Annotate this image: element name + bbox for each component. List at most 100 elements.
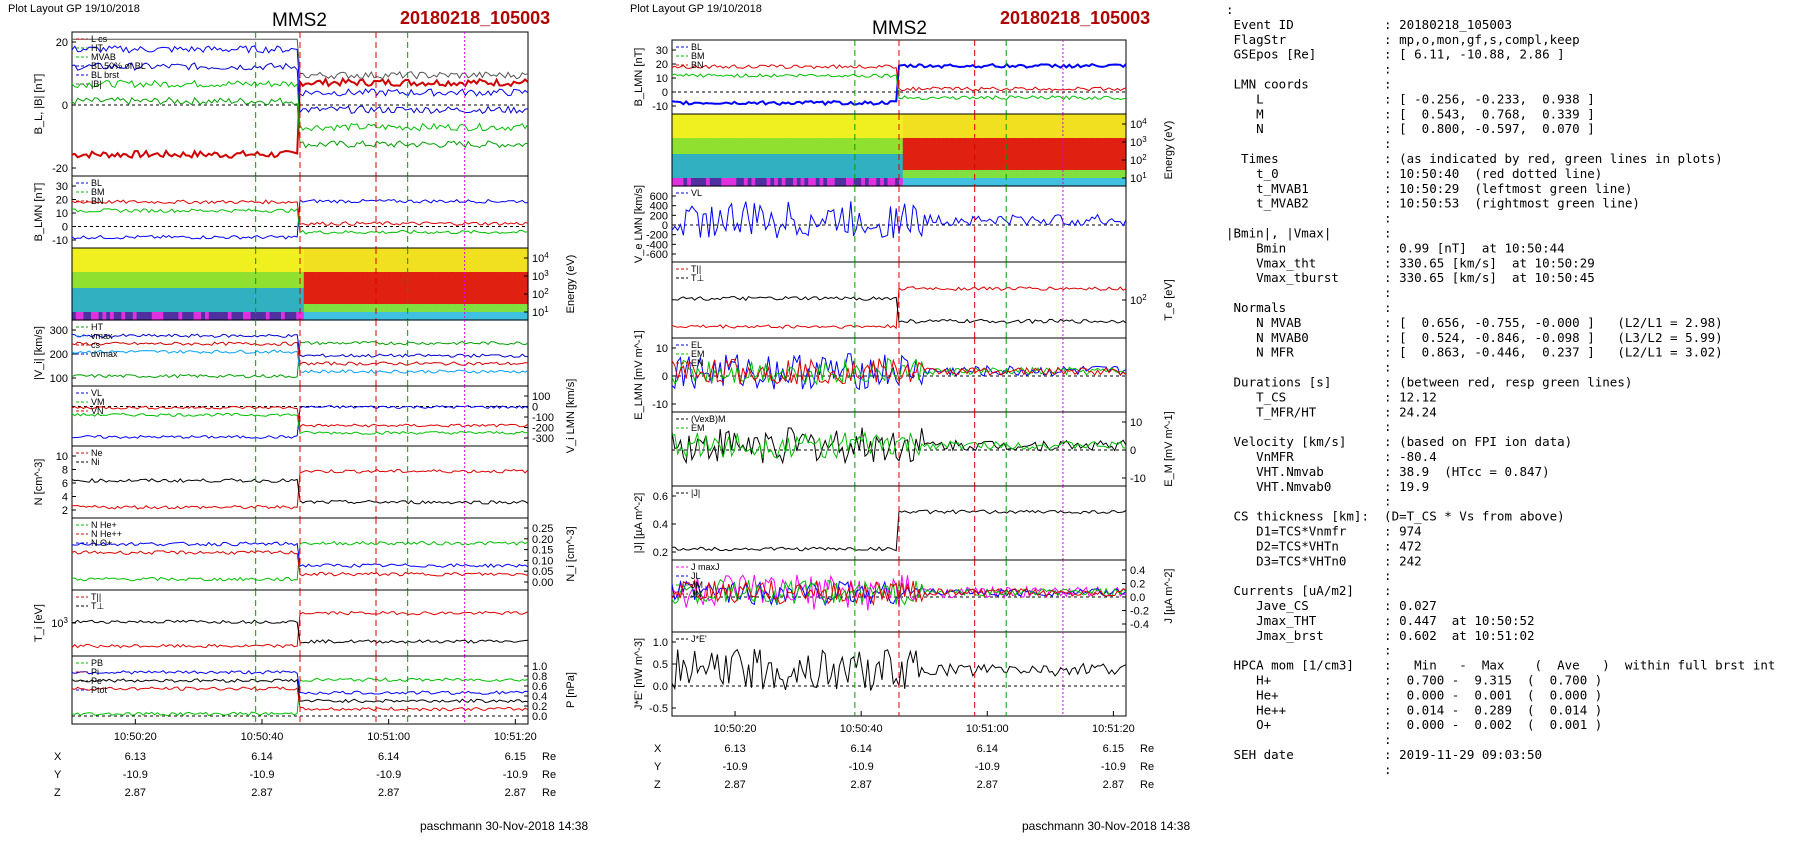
left-spectrogram-cell [417, 248, 423, 257]
left-spectrogram-cell [129, 272, 134, 281]
left-spectrogram-cell [140, 312, 145, 321]
left-spectrogram-cell [178, 280, 183, 289]
middle-spectrogram-cell [793, 114, 798, 123]
left-spectrogram-cell [524, 296, 529, 305]
middle-spectrogram-cell [751, 162, 756, 171]
left-ylabel: Energy (eV) [565, 255, 577, 314]
middle-spectrogram-cell [891, 154, 896, 163]
summary-line: N MVAB : [ 0.656, -0.755, -0.000 ] (L2/L… [1226, 315, 1723, 330]
left-spectrogram-cell [322, 296, 328, 305]
left-spectrogram-cell [159, 288, 164, 297]
middle-spectrogram-cell [989, 122, 995, 131]
left-spectrogram-cell [220, 296, 225, 305]
left-spectrogram-cell [326, 248, 331, 257]
middle-spectrogram-cell [781, 146, 787, 155]
left-spectrogram-cell [474, 256, 480, 265]
middle-spectrogram-cell [963, 170, 968, 179]
left-spectrogram-cell [72, 304, 77, 313]
left-spectrogram-cell [387, 248, 392, 257]
middle-spectrogram-cell [762, 178, 768, 187]
left-legend-entry: vmax [91, 331, 113, 341]
middle-spectrogram-cell [929, 130, 934, 139]
left-spectrogram-cell [341, 248, 347, 257]
middle-spectrogram-cell [800, 138, 805, 147]
middle-spectrogram-cell [721, 178, 726, 187]
middle-spectrogram-cell [804, 154, 809, 163]
left-series-2 [71, 550, 529, 577]
left-spectrogram-cell [220, 312, 225, 321]
left-spectrogram-cell [486, 272, 491, 281]
middle-spectrogram-cell [823, 130, 828, 139]
middle-spectrogram-cell [970, 130, 976, 139]
left-spectrogram-cell [482, 256, 487, 265]
left-spectrogram-cell [102, 248, 107, 257]
left-spectrogram-cell [231, 288, 236, 297]
middle-spectrogram-cell [766, 138, 771, 147]
left-spectrogram-cell [212, 296, 217, 305]
left-spectrogram-cell [254, 296, 259, 305]
middle-spectrogram-cell [702, 114, 707, 123]
middle-spectrogram-cell [1099, 146, 1104, 155]
left-spectrogram-cell [110, 264, 115, 273]
left-spectrogram-cell [414, 304, 419, 313]
middle-spectrogram-cell [1065, 178, 1070, 187]
left-spectrogram-cell [311, 312, 316, 321]
middle-spectrogram-cell [1057, 146, 1063, 155]
middle-ytick-label: 104 [1130, 117, 1147, 131]
left-spectrogram-cell [224, 264, 229, 273]
left-spectrogram-cell [516, 256, 521, 265]
middle-spectrogram-cell [830, 122, 836, 131]
left-spectrogram-cell [254, 272, 259, 281]
left-spectrogram-cell [121, 288, 126, 297]
middle-spectrogram-cell [1035, 122, 1040, 131]
left-spectrogram-cell [444, 256, 449, 265]
left-ytick-label: 10 [56, 451, 68, 463]
middle-spectrogram-cell [1107, 178, 1112, 187]
left-spectrogram-cell [224, 256, 229, 265]
middle-spectrogram-cell [1027, 146, 1032, 155]
left-spectrogram-cell [474, 272, 480, 281]
left-spectrogram-cell [292, 312, 297, 321]
middle-spectrogram-cell [751, 114, 756, 123]
middle-spectrogram-cell [1012, 170, 1017, 179]
middle-spectrogram-cell [978, 178, 983, 187]
left-spectrogram-cell [224, 248, 229, 257]
middle-spectrogram-cell [717, 178, 722, 187]
middle-spectrogram-cell [1080, 178, 1085, 187]
middle-spectrogram-cell [952, 154, 957, 163]
left-spectrogram-cell [414, 280, 419, 289]
middle-spectrogram-cell [849, 122, 855, 131]
middle-spectrogram-cell [993, 154, 998, 163]
middle-spectrogram-cell [914, 138, 919, 147]
middle-spectrogram-cell [978, 130, 983, 139]
middle-spectrogram-cell [846, 122, 851, 131]
middle-spectrogram-cell [906, 114, 911, 123]
left-spectrogram-cell [208, 272, 214, 281]
left-spectrogram-cell [212, 264, 217, 273]
left-spectrogram-cell [151, 272, 157, 281]
left-spectrogram-cell [406, 264, 411, 273]
left-spectrogram-cell [186, 256, 191, 265]
middle-spectrogram-cell [1069, 170, 1074, 179]
left-spectrogram-cell [246, 296, 252, 305]
left-spectrogram-cell [326, 264, 331, 273]
left-ytick-label: 6 [62, 478, 68, 490]
left-spectrogram-cell [167, 288, 172, 297]
middle-spectrogram-cell [933, 122, 938, 131]
middle-spectrogram-cell [743, 170, 749, 179]
middle-spectrogram-cell [944, 146, 949, 155]
left-spectrogram-cell [493, 256, 499, 265]
left-legend-entry: VM [91, 397, 105, 407]
left-spectrogram-cell [235, 296, 240, 305]
left-spectrogram-cell [163, 312, 168, 321]
left-spectrogram-cell [368, 256, 373, 265]
middle-spectrogram-cell [808, 122, 813, 131]
middle-spectrogram-cell [963, 162, 968, 171]
left-spectrogram-cell [269, 272, 274, 281]
left-ytick-label: -300 [532, 433, 554, 445]
left-spectrogram-cell [421, 296, 426, 305]
middle-spectrogram-cell [857, 122, 862, 131]
middle-spectrogram-cell [1073, 178, 1078, 187]
middle-spectrogram-cell [1073, 114, 1078, 123]
left-spectrogram-cell [482, 280, 487, 289]
